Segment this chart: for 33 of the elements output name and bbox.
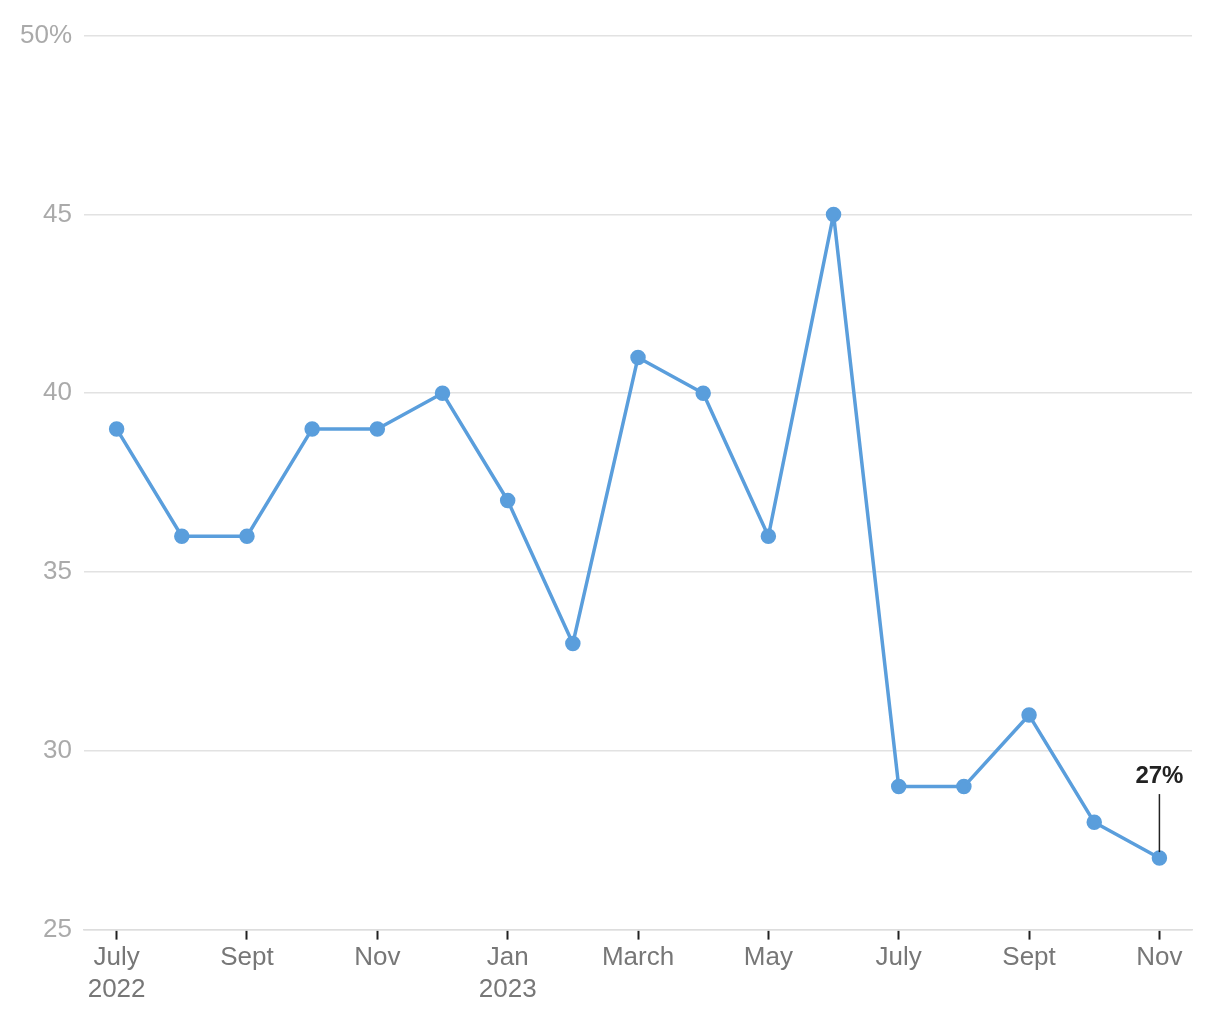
- x-tick-label: Sept: [220, 941, 275, 972]
- point: [695, 385, 711, 401]
- y-tick-label: 35: [43, 555, 73, 586]
- point: [369, 421, 386, 437]
- point: [434, 385, 451, 401]
- point: [565, 635, 581, 652]
- point: [1086, 814, 1102, 831]
- x-tick-label: July: [875, 941, 922, 972]
- point: [1021, 707, 1037, 723]
- point: [956, 778, 972, 795]
- y-tick-label: 40: [43, 376, 73, 407]
- y-tick-label: 25: [43, 912, 73, 943]
- point: [1151, 850, 1168, 866]
- point: [825, 206, 842, 223]
- point: [174, 528, 190, 544]
- x-tick-label: Nov: [354, 941, 401, 972]
- point: [760, 528, 777, 544]
- x-tick-label: Jan 2023: [478, 941, 537, 1003]
- point: [304, 421, 320, 437]
- x-tick-label: March: [601, 941, 675, 972]
- point: [630, 349, 646, 366]
- point: [890, 778, 907, 795]
- x-tick-label: May: [743, 941, 793, 972]
- x-tick-label: Nov: [1136, 941, 1183, 972]
- x-tick-label: July 2022: [87, 941, 146, 1003]
- annotation: 27%: [1135, 760, 1184, 788]
- x-tick-label: Sept: [1002, 941, 1057, 972]
- y-tick-label: 30: [43, 733, 73, 764]
- point: [239, 528, 255, 544]
- point: [499, 492, 516, 509]
- y-tick-label: 50%: [19, 18, 73, 49]
- point: [108, 421, 125, 437]
- y-tick-label: 45: [43, 197, 73, 228]
